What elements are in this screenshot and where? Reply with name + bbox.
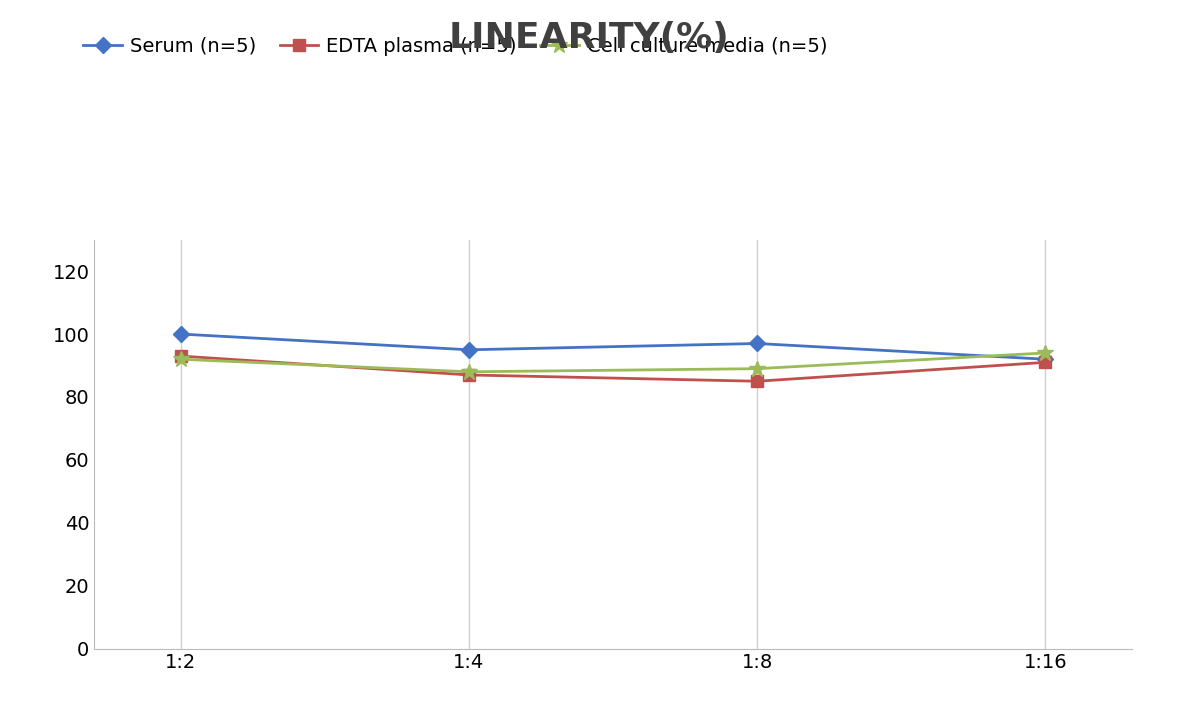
Cell culture media (n=5) bbox=[173, 355, 187, 364]
Legend: Serum (n=5), EDTA plasma (n=5), Cell culture media (n=5): Serum (n=5), EDTA plasma (n=5), Cell cul… bbox=[84, 37, 828, 56]
Cell culture media (n=5) bbox=[750, 364, 764, 373]
Cell culture media (n=5) bbox=[462, 367, 476, 376]
Line: Serum (n=5): Serum (n=5) bbox=[176, 329, 1050, 364]
EDTA plasma (n=5) bbox=[173, 352, 187, 360]
Serum (n=5) bbox=[750, 339, 764, 348]
Text: LINEARITY(%): LINEARITY(%) bbox=[449, 21, 730, 55]
EDTA plasma (n=5) bbox=[462, 371, 476, 379]
Cell culture media (n=5) bbox=[1039, 349, 1053, 357]
Line: EDTA plasma (n=5): EDTA plasma (n=5) bbox=[176, 350, 1050, 387]
Serum (n=5) bbox=[1039, 355, 1053, 364]
Serum (n=5) bbox=[462, 345, 476, 354]
Line: Cell culture media (n=5): Cell culture media (n=5) bbox=[172, 345, 1054, 380]
EDTA plasma (n=5) bbox=[750, 377, 764, 386]
EDTA plasma (n=5) bbox=[1039, 358, 1053, 367]
Serum (n=5) bbox=[173, 330, 187, 338]
